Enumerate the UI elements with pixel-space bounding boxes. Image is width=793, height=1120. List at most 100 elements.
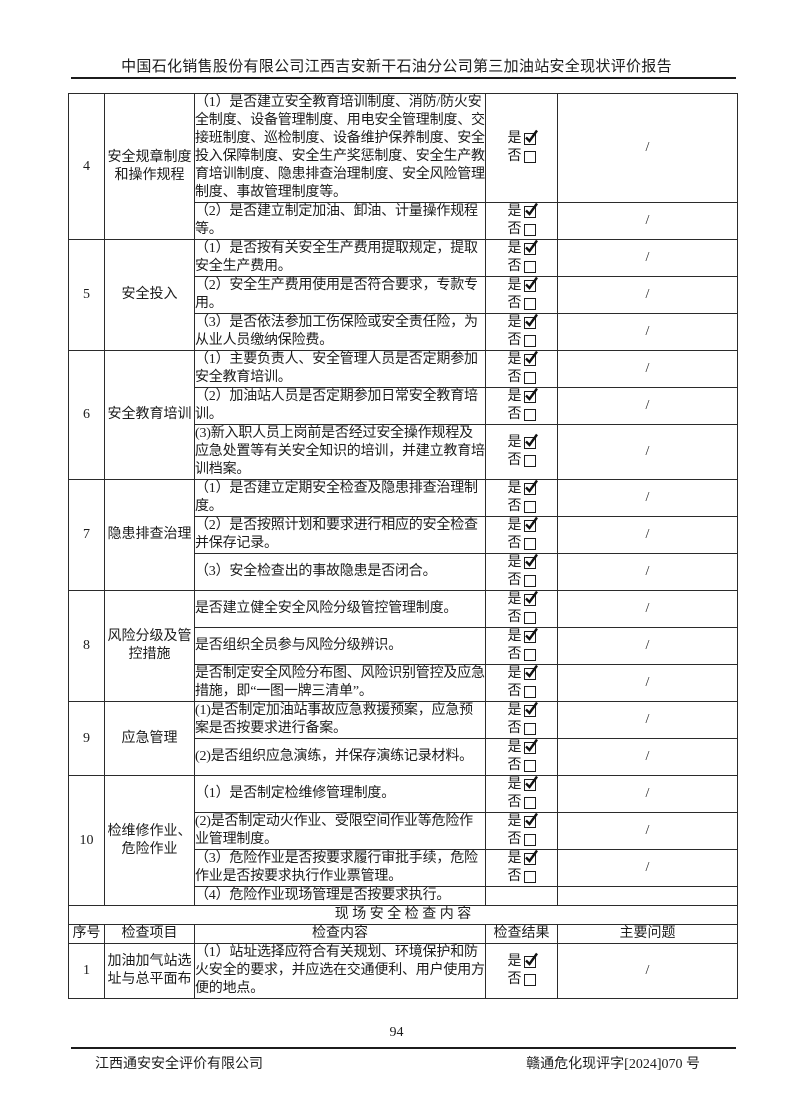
result-option-label: 否 [507, 296, 522, 311]
table-body: 4 安全规章制度和操作规程 （1）是否建立安全教育培训制度、消防/防火安全制度、设备… [68, 93, 738, 999]
check-mark-icon [524, 665, 538, 678]
column-header-item: 检查项目 [104, 924, 195, 944]
result-no-option: 否 [487, 332, 557, 350]
result-yes-option: 是 [487, 277, 557, 296]
check-mark-icon [524, 203, 538, 216]
check-result-cell: 是否 [485, 627, 558, 665]
table-row: 4 安全规章制度和操作规程 （1）是否建立安全教育培训制度、消防/防火安全制度、设备… [68, 93, 738, 240]
result-no-option: 否 [487, 794, 557, 812]
check-content-cell: （3）危险作业是否按要求履行审批手续，危险作业是否按要求执行作业票管理。 [194, 849, 486, 887]
check-content-cell: （4）危险作业现场管理是否按要求执行。 [194, 886, 486, 906]
check-content-cell: （1）是否建立安全教育培训制度、消防/防火安全制度、设备管理制度、用电安全管理制… [194, 93, 486, 203]
table-row: （2）是否建立制定加油、卸油、计量操作规程等。是否 / [69, 202, 738, 240]
unchecked-checkbox-icon [523, 871, 536, 883]
unchecked-checkbox-icon [523, 575, 536, 587]
checked-checkbox-icon [523, 665, 538, 680]
result-option-label: 是 [507, 851, 522, 866]
result-yes-option: 是 [487, 813, 557, 832]
result-option-label: 否 [507, 721, 522, 736]
table-row: 6 安全教育培训 （1）主要负责人、安全管理人员是否定期参加安全教育培训。是否 / [68, 350, 738, 480]
result-no-option: 否 [487, 757, 557, 775]
result-yes-option: 是 [487, 480, 557, 499]
main-problem-cell: / [557, 849, 738, 887]
unchecked-checkbox-icon [523, 372, 536, 384]
unchecked-checkbox-icon [523, 974, 536, 986]
result-option-label: 否 [507, 832, 522, 847]
result-yes-option: 是 [487, 591, 557, 610]
unchecked-checkbox-icon [523, 455, 536, 467]
footer-company-name: 江西通安安全评价有限公司 [95, 1057, 263, 1072]
checked-checkbox-icon [523, 351, 538, 366]
result-option-label: 否 [507, 758, 522, 773]
result-option-label: 是 [507, 954, 522, 969]
check-result-cell: 是否 [485, 313, 558, 351]
result-option-label: 是 [507, 740, 522, 755]
result-no-option: 否 [487, 221, 557, 239]
check-mark-icon [524, 850, 538, 863]
check-result-cell: 是否 [485, 202, 558, 240]
result-option-label: 否 [507, 407, 522, 422]
check-content-cell: (3)新入职人员上岗前是否经过安全操作规程及应急处置等有关安全知识的培训，并建立… [194, 424, 486, 480]
main-problem-cell: / [557, 738, 738, 776]
result-no-option: 否 [487, 609, 557, 627]
result-option-label: 否 [507, 259, 522, 274]
unchecked-checkbox-icon [523, 501, 536, 513]
check-content-cell: （3）是否依法参加工伤保险或安全责任险，为从业人员缴纳保险费。 [194, 313, 486, 351]
check-result-cell: 是否 [485, 943, 558, 999]
unchecked-checkbox-icon [523, 612, 536, 624]
table-row: （4）危险作业现场管理是否按要求执行。 [69, 886, 738, 906]
main-problem-cell: / [557, 387, 738, 425]
result-no-option: 否 [487, 831, 557, 849]
result-yes-option: 是 [487, 628, 557, 647]
result-yes-option: 是 [487, 517, 557, 536]
table-row: （2）是否按照计划和要求进行相应的安全检查并保存记录。是否 / [69, 516, 738, 554]
result-option-label: 否 [507, 795, 522, 810]
main-problem-cell: / [557, 627, 738, 665]
check-content-cell: （2）是否建立制定加油、卸油、计量操作规程等。 [194, 202, 486, 240]
result-yes-option: 是 [487, 702, 557, 721]
checked-checkbox-icon [523, 628, 538, 643]
result-option-label: 否 [507, 453, 522, 468]
check-result-cell: 是否 [485, 93, 558, 203]
row-number-cell: 9 [68, 701, 105, 776]
document-header-title: 中国石化销售股份有限公司江西吉安新干石油分公司第三加油站安全现状评价报告 [121, 59, 672, 75]
unchecked-checkbox-icon [523, 686, 536, 698]
main-problem-cell: / [557, 516, 738, 554]
check-result-cell: 是否 [485, 590, 558, 628]
check-result-cell: 是否 [485, 738, 558, 776]
check-mark-icon [524, 739, 538, 752]
table-row: (2)是否制定动火作业、受限空间作业等危险作业管理制度。是否 / [69, 812, 738, 850]
checked-checkbox-icon [523, 554, 538, 569]
check-mark-icon [524, 480, 538, 493]
main-problem-cell: / [557, 202, 738, 240]
checked-checkbox-icon [523, 813, 538, 828]
table-row: 现 场 安 全 检 查 内 容 [68, 905, 738, 925]
check-item-cell: 风险分级及管控措施 [104, 590, 195, 702]
check-content-cell: （1）是否按有关安全生产费用提取规定，提取安全生产费用。 [194, 239, 486, 277]
check-mark-icon [524, 813, 538, 826]
check-result-cell: 是否 [485, 553, 558, 591]
check-mark-icon [524, 277, 538, 290]
unchecked-checkbox-icon [523, 538, 536, 550]
row-number-cell: 8 [68, 590, 105, 702]
checked-checkbox-icon [523, 776, 538, 791]
checked-checkbox-icon [523, 314, 538, 329]
result-option-label: 是 [507, 131, 522, 146]
check-item-cell: 安全教育培训 [104, 350, 195, 480]
main-problem-cell: / [557, 313, 738, 351]
checked-checkbox-icon [523, 591, 538, 606]
table-row: 1 加油加气站选址与总平面布 （1）站址选择应符合有关规划、环境保护和防火安全的要求… [68, 943, 738, 999]
main-problem-cell: / [557, 479, 738, 517]
table-row: 9 应急管理 (1)是否制定加油站事故应急救援预案，应急预案是否按要求进行备案。是否… [68, 701, 738, 776]
result-yes-option: 是 [487, 952, 557, 971]
checked-checkbox-icon [523, 739, 538, 754]
table-row: （2）安全生产费用使用是否符合要求，专款专用。是否 / [69, 276, 738, 314]
main-problem-cell: / [557, 239, 738, 277]
check-content-cell: （2）加油站人员是否定期参加日常安全教育培训。 [194, 387, 486, 425]
check-result-cell: 是否 [485, 516, 558, 554]
result-option-label: 是 [507, 555, 522, 570]
result-no-option: 否 [487, 406, 557, 424]
unchecked-checkbox-icon [523, 409, 536, 421]
unchecked-checkbox-icon [523, 261, 536, 273]
main-problem-cell: / [557, 943, 738, 999]
